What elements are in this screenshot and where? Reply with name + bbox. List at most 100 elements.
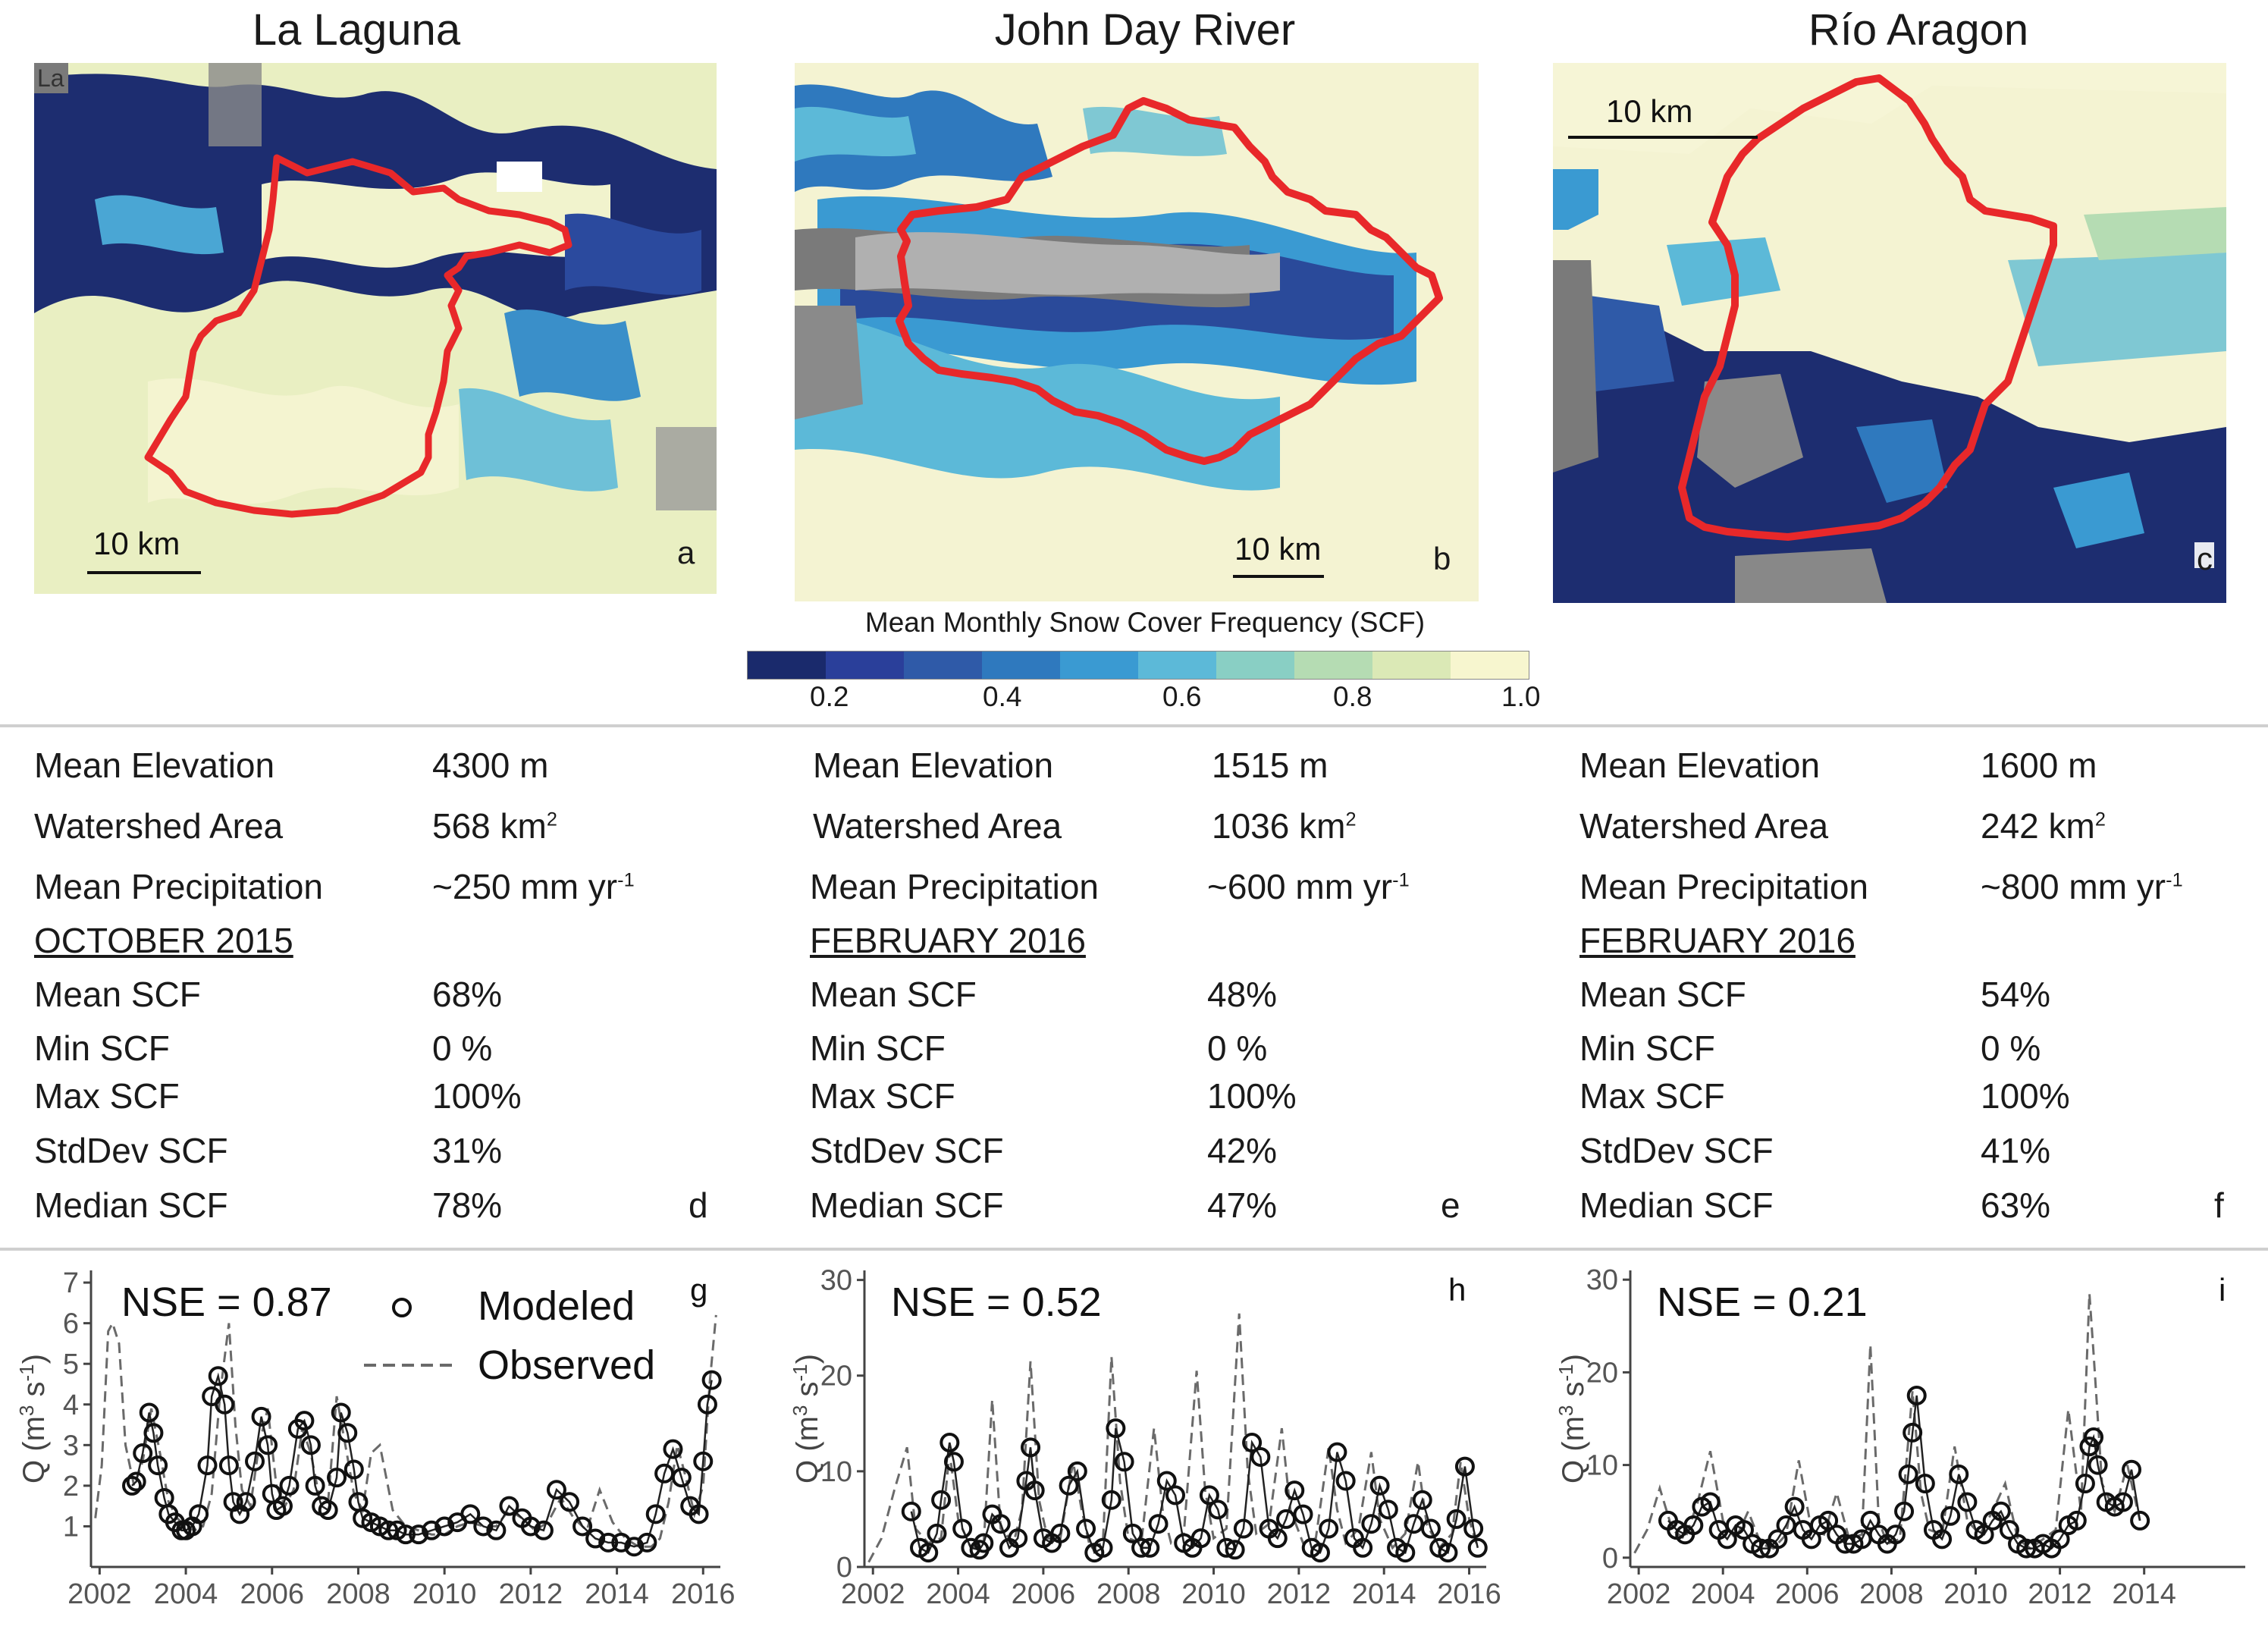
- map-corner-label: La: [37, 64, 64, 92]
- modeled-point: [189, 1504, 209, 1524]
- panel-letter-f: f: [2214, 1185, 2224, 1225]
- modeled-point: [560, 1492, 580, 1512]
- label-month: FEBRUARY 2016: [1579, 921, 1855, 960]
- modeled-point: [1940, 1506, 1961, 1526]
- modeled-point: [1024, 1480, 1045, 1501]
- modeled-point: [1454, 1456, 1475, 1477]
- colorbar-swatch: [1451, 652, 1529, 679]
- modeled-point: [1148, 1514, 1169, 1534]
- modeled-point: [1093, 1537, 1113, 1558]
- modeled-point: [671, 1468, 692, 1488]
- modeled-point: [1915, 1474, 1935, 1494]
- y-tick-label: 6: [63, 1308, 79, 1340]
- snow-cover-colorbar: [747, 651, 1529, 680]
- snow-map-john-day-river-raster: [795, 63, 1479, 601]
- modeled-point: [546, 1480, 566, 1500]
- scale-label-b: 10 km: [1234, 531, 1322, 567]
- colorbar-swatch: [826, 652, 904, 679]
- modeled-point: [2075, 1474, 2095, 1494]
- modeled-point: [258, 1435, 278, 1455]
- modeled-point: [1990, 1501, 2011, 1521]
- modeled-point: [1700, 1492, 1721, 1512]
- modeled-point: [1932, 1529, 1953, 1550]
- label-month: OCTOBER 2015: [34, 921, 293, 960]
- value-stddev-scf: 41%: [1981, 1131, 2051, 1170]
- modeled-point: [1319, 1518, 1339, 1539]
- value-mean-elevation: 1600 m: [1981, 746, 2097, 785]
- modeled-point: [1894, 1501, 1915, 1521]
- modeled-point: [1999, 1520, 2019, 1540]
- value-mean-scf: 54%: [1981, 975, 2051, 1014]
- colorbar-swatch: [1372, 652, 1451, 679]
- x-tick-label: 2014: [585, 1578, 649, 1610]
- value-stddev-scf: 42%: [1207, 1131, 1278, 1170]
- label-mean-scf: Mean SCF: [1579, 975, 1746, 1014]
- colorbar-tick-0.4: 0.4: [983, 681, 1022, 712]
- colorbar-tick-0.6: 0.6: [1162, 681, 1202, 712]
- modeled-point: [236, 1492, 256, 1512]
- value-watershed-area: 568 km2: [432, 806, 557, 846]
- modeled-point: [1190, 1528, 1211, 1549]
- label-mean-elevation: Mean Elevation: [1579, 746, 1821, 785]
- snow-map-la-laguna: La 10 km a: [34, 63, 717, 594]
- modeled-point: [139, 1402, 159, 1423]
- modeled-point: [1353, 1537, 1373, 1558]
- colorbar-swatch: [904, 652, 982, 679]
- y-tick-label: 20: [1586, 1357, 1618, 1389]
- value-mean-precipitation: ~600 mm yr-1: [1207, 867, 1410, 906]
- modeled-point: [585, 1528, 606, 1549]
- panel-letter-b: b: [1433, 541, 1451, 576]
- y-tick-label: 30: [820, 1265, 852, 1297]
- x-tick-label: 2008: [1859, 1578, 1924, 1610]
- modeled-point: [343, 1459, 364, 1480]
- x-tick-label: 2002: [841, 1578, 905, 1610]
- modeled-point: [1369, 1475, 1390, 1496]
- modeled-point: [1949, 1464, 1969, 1484]
- label-watershed-area: Watershed Area: [813, 806, 1062, 846]
- modeled-point: [1114, 1452, 1134, 1472]
- y-tick-label: 3: [63, 1430, 79, 1462]
- modeled-point: [1199, 1485, 1219, 1506]
- modeled-point: [126, 1471, 146, 1492]
- map-title-rio-aragon: Río Aragon: [1808, 5, 2029, 55]
- label-median-scf: Median SCF: [34, 1185, 228, 1225]
- modeled-point: [943, 1452, 964, 1472]
- modeled-point: [1974, 1524, 1994, 1545]
- legend-modeled-label: Modeled: [478, 1283, 635, 1329]
- modeled-point: [1067, 1461, 1087, 1481]
- modeled-point: [251, 1406, 271, 1427]
- modeled-point: [272, 1496, 293, 1516]
- x-tick-label: 2010: [413, 1578, 477, 1610]
- modeled-point: [533, 1520, 554, 1540]
- y-tick-label: 1: [63, 1511, 79, 1543]
- modeled-point: [2084, 1427, 2104, 1447]
- y-tick-label: 0: [1602, 1543, 1618, 1575]
- snow-map-rio-aragon: 10 km c: [1553, 63, 2226, 603]
- separator-top: [0, 724, 2268, 727]
- value-max-scf: 100%: [1207, 1076, 1297, 1116]
- separator-bottom: [0, 1248, 2268, 1251]
- scale-bar-a: [87, 571, 201, 574]
- modeled-point: [1378, 1499, 1398, 1520]
- modeled-point: [460, 1504, 481, 1524]
- modeled-point: [1165, 1485, 1185, 1506]
- modeled-point: [697, 1394, 717, 1415]
- discharge-chart-g-svg: 1 2 3 4 5 6 7 2002 2004 2006 2008 2010 2012 2014 2016 Q…: [15, 1267, 736, 1610]
- modeled-point: [1818, 1510, 1839, 1531]
- label-mean-precipitation: Mean Precipitation: [34, 867, 323, 906]
- label-watershed-area: Watershed Area: [1579, 806, 1829, 846]
- modeled-point: [1957, 1492, 1978, 1512]
- modeled-point: [473, 1516, 494, 1537]
- value-mean-precipitation: ~250 mm yr-1: [432, 867, 635, 906]
- chart-panel-letter: g: [690, 1272, 707, 1308]
- colorbar-tick-0.2: 0.2: [810, 681, 849, 712]
- label-mean-precipitation: Mean Precipitation: [810, 867, 1099, 906]
- snow-map-la-laguna-raster: [34, 63, 717, 594]
- y-tick-label: 0: [836, 1552, 852, 1584]
- modeled-point: [927, 1523, 947, 1543]
- modeled-point: [1216, 1537, 1237, 1558]
- modeled-point: [1208, 1499, 1228, 1520]
- modeled-point: [1156, 1471, 1177, 1491]
- label-mean-scf: Mean SCF: [34, 975, 201, 1014]
- value-min-scf: 0 %: [1981, 1028, 2041, 1068]
